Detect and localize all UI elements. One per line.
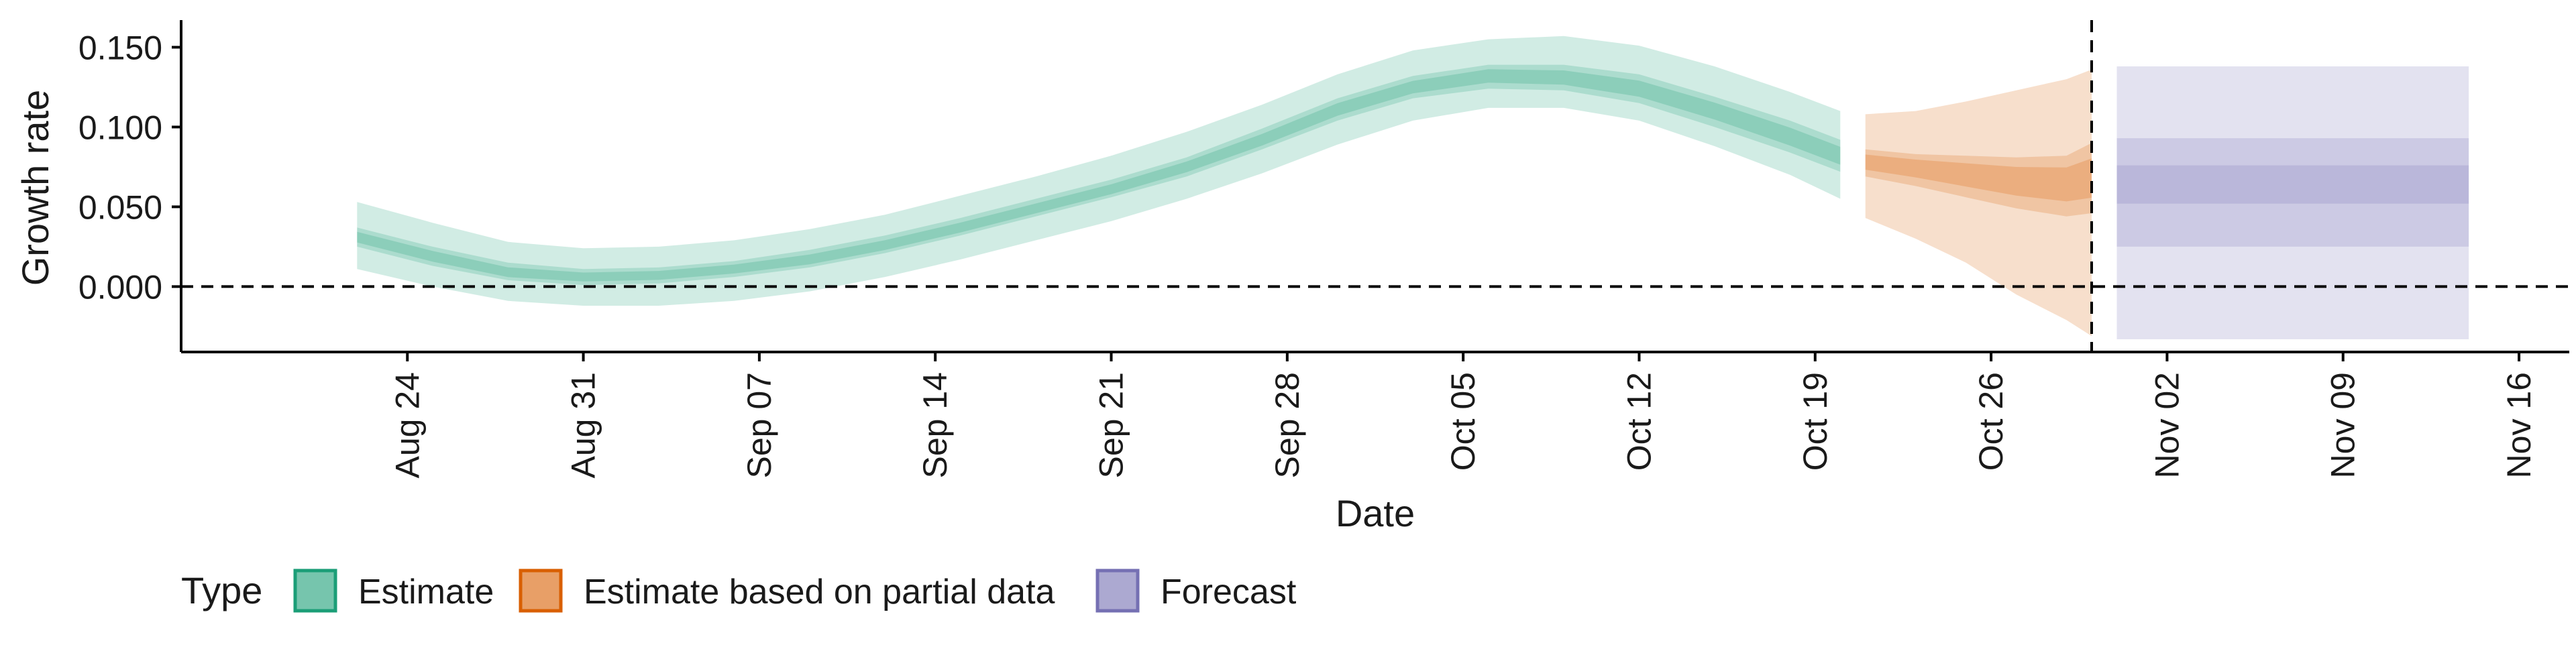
x-tick-label: Aug 31 (565, 372, 602, 478)
legend-title: Type (181, 569, 262, 611)
estimate-band-90 (357, 36, 1841, 306)
forecast-series (2116, 66, 2469, 339)
x-tick-label: Aug 24 (388, 372, 426, 478)
x-tick-label: Sep 21 (1093, 372, 1130, 478)
legend-swatch (1095, 569, 1140, 613)
axes: 0.000 0.050 0.100 0.150 Aug 24 Aug 31 Sep 07 Se… (78, 20, 2569, 478)
x-tick-label: Oct 19 (1796, 372, 1834, 471)
y-tick-label: 0.000 (78, 268, 162, 306)
legend-swatch (519, 569, 563, 613)
reference-lines (181, 20, 2569, 352)
legend-item-partial: Estimate based on partial data (519, 569, 1055, 613)
x-tick-label: Sep 28 (1269, 372, 1306, 478)
legend-label: Forecast (1161, 573, 1297, 611)
x-tick-label: Sep 14 (916, 372, 954, 478)
legend-label: Estimate (358, 573, 494, 611)
legend: Type Estimate Estimate based on partial da… (181, 569, 1297, 613)
x-axis-label: Date (1336, 492, 1415, 534)
legend-swatch (293, 569, 337, 613)
y-tick-label: 0.150 (78, 29, 162, 66)
forecast-band-50 (2116, 138, 2469, 247)
forecast-band-90 (2116, 66, 2469, 339)
x-tick-label: Oct 05 (1444, 372, 1482, 471)
x-tick-label: Nov 16 (2500, 372, 2538, 478)
y-axis-label: Growth rate (14, 90, 56, 286)
partial-series (1865, 69, 2092, 337)
estimate-series (357, 36, 1841, 306)
band-layer (357, 36, 2469, 339)
partial-band-90 (1865, 69, 2092, 337)
forecast-band-20 (2116, 165, 2469, 204)
x-tick-label: Nov 02 (2148, 372, 2186, 478)
partial-band-inner (1865, 154, 2092, 202)
x-tick-label: Nov 09 (2324, 372, 2362, 478)
estimate-band-50 (357, 64, 1841, 285)
legend-item-estimate: Estimate (293, 569, 494, 613)
x-tick-label: Sep 07 (741, 372, 778, 478)
x-tick-label: Oct 12 (1621, 372, 1658, 471)
y-tick-label: 0.100 (78, 109, 162, 146)
legend-label: Estimate based on partial data (584, 573, 1055, 611)
x-tick-label: Oct 26 (1972, 372, 2010, 471)
partial-band-50 (1865, 143, 2092, 217)
y-tick-label: 0.050 (78, 188, 162, 226)
legend-item-forecast: Forecast (1095, 569, 1297, 613)
